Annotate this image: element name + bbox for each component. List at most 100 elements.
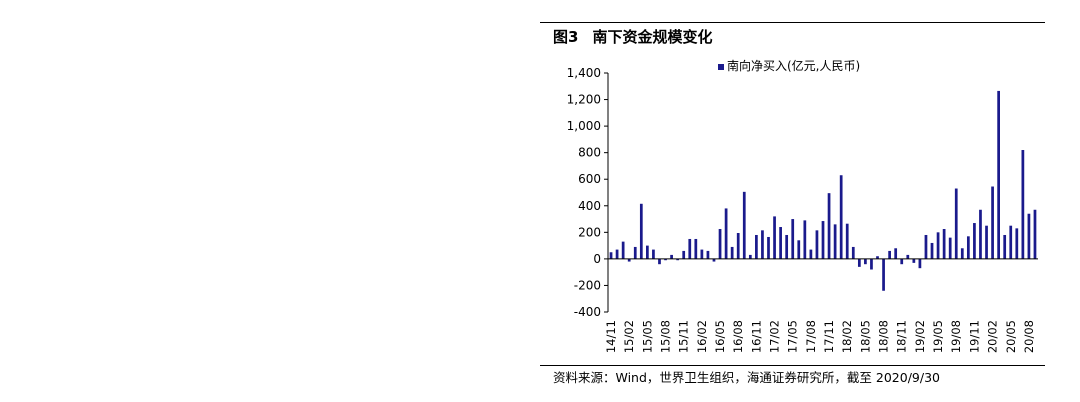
x-tick-label: 18/11 <box>895 320 909 353</box>
bar <box>767 236 770 259</box>
bar <box>1033 209 1037 259</box>
bar <box>900 258 904 265</box>
y-tick-label: 0 <box>593 252 601 266</box>
bar <box>966 236 970 259</box>
bar <box>779 227 782 259</box>
bar <box>803 220 807 259</box>
bar <box>646 245 649 259</box>
x-tick-label: 19/11 <box>967 320 981 353</box>
bar <box>621 241 625 259</box>
bar <box>670 254 673 259</box>
x-tick-label: 16/08 <box>731 320 745 353</box>
x-tick-label: 15/08 <box>659 320 673 353</box>
y-tick-label: -400 <box>574 305 601 319</box>
x-tick-label: 18/05 <box>858 320 872 353</box>
bar <box>833 224 837 259</box>
x-tick-label: 17/05 <box>786 320 800 353</box>
x-tick-label: 20/02 <box>986 320 1000 353</box>
source-note: 资料来源：Wind，世界卫生组织，海通证券研究所，截至 2020/9/30 <box>553 370 940 385</box>
figure-title-text: 南下资金规模变化 <box>592 28 713 46</box>
y-tick-label: -200 <box>574 278 601 292</box>
bar <box>924 234 928 259</box>
bar <box>791 219 795 259</box>
bar <box>676 258 680 261</box>
bar <box>870 258 873 270</box>
x-tick-label: 17/02 <box>768 320 782 353</box>
y-tick-label: 200 <box>578 225 601 239</box>
bar <box>936 232 940 259</box>
bar <box>706 250 710 259</box>
bar <box>1027 213 1031 259</box>
bar <box>1021 150 1025 259</box>
source-top-rule <box>540 365 1045 366</box>
bar <box>658 258 661 265</box>
x-tick-label: 15/05 <box>640 320 654 353</box>
x-tick-label: 17/08 <box>804 320 818 353</box>
x-tick-label: 16/02 <box>695 320 709 353</box>
bar <box>785 234 789 259</box>
bar <box>948 237 952 259</box>
x-tick-label: 18/02 <box>840 320 854 353</box>
bar <box>718 229 722 259</box>
bar <box>748 254 752 259</box>
x-tick-label: 19/08 <box>949 320 963 353</box>
y-tick-label: 1,400 <box>567 66 601 80</box>
bar <box>724 208 728 259</box>
title-top-rule <box>540 22 1045 23</box>
x-tick-label: 17/11 <box>822 320 836 353</box>
x-tick-label: 16/11 <box>749 320 763 353</box>
x-tick-label: 19/05 <box>931 320 945 353</box>
bar <box>688 238 692 259</box>
bar <box>694 238 698 259</box>
bar <box>633 246 637 259</box>
bar <box>1009 225 1013 259</box>
bar <box>809 249 813 259</box>
bar <box>906 254 910 259</box>
bar <box>639 203 643 259</box>
x-tick-label: 16/05 <box>713 320 727 353</box>
bar <box>609 252 613 259</box>
bar <box>700 249 704 259</box>
bar <box>712 258 716 262</box>
bar <box>773 216 776 259</box>
x-tick-label: 14/11 <box>604 320 618 353</box>
bar <box>1003 234 1007 259</box>
figure-number: 图3 <box>553 28 579 46</box>
bar <box>888 250 891 259</box>
bar <box>615 249 619 259</box>
bar <box>736 233 740 259</box>
x-tick-label: 20/05 <box>1004 320 1018 353</box>
bar <box>761 230 764 259</box>
bar <box>845 223 849 259</box>
bar <box>797 240 801 259</box>
bar <box>664 258 667 261</box>
bar <box>979 209 982 259</box>
bar <box>851 246 855 259</box>
bar <box>918 258 922 269</box>
bar <box>912 258 916 263</box>
bar <box>985 225 988 259</box>
bar <box>652 249 655 259</box>
bar <box>930 242 934 259</box>
bar <box>954 188 958 259</box>
x-tick-label: 15/11 <box>677 320 691 353</box>
bar <box>894 248 898 259</box>
x-tick-label: 15/02 <box>622 320 636 353</box>
bar <box>839 175 843 259</box>
bar <box>960 248 964 259</box>
bar <box>827 193 831 259</box>
x-tick-label: 19/02 <box>913 320 927 353</box>
legend-label: 南向净买入(亿元,人民币) <box>727 58 860 73</box>
bar <box>991 186 994 259</box>
bar <box>821 221 825 259</box>
y-tick-label: 400 <box>578 199 601 213</box>
bar <box>815 230 819 259</box>
figure-title: 图3 南下资金规模变化 <box>553 26 712 48</box>
bar <box>942 229 946 259</box>
bar <box>627 258 631 262</box>
bar <box>882 258 885 291</box>
y-tick-label: 1,200 <box>567 93 601 107</box>
legend-marker <box>718 64 724 70</box>
bar-chart: 1,400 1,200 1,000 800 600 400 200 0 -200 -40014/1… <box>567 58 1038 353</box>
bar <box>973 223 976 259</box>
